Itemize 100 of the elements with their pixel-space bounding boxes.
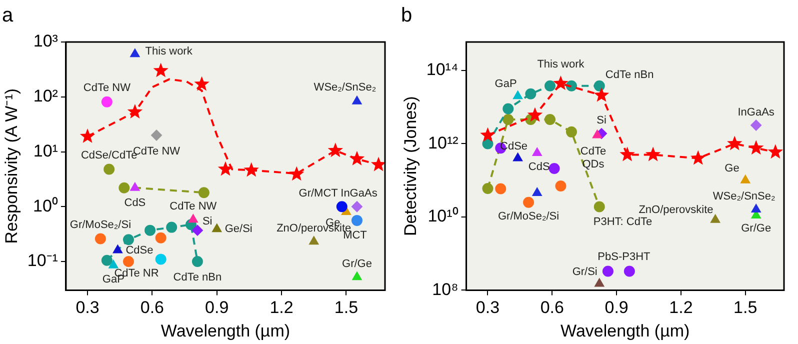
point bbox=[94, 233, 106, 244]
series-label: PbS-P3HT bbox=[598, 251, 651, 264]
series-label: Gr/Ge bbox=[741, 222, 772, 234]
point bbox=[523, 196, 534, 208]
series-label: GaP bbox=[494, 78, 517, 90]
x-axis-title: Wavelength (µm) bbox=[560, 321, 690, 340]
point bbox=[645, 146, 661, 162]
x-tick-label: 1.2 bbox=[669, 298, 693, 318]
point bbox=[336, 201, 348, 212]
point bbox=[155, 232, 166, 244]
point bbox=[309, 236, 319, 245]
point bbox=[544, 114, 556, 125]
point bbox=[151, 130, 162, 141]
point bbox=[122, 234, 134, 246]
point bbox=[555, 180, 566, 192]
point bbox=[104, 164, 115, 175]
point bbox=[122, 256, 134, 268]
point bbox=[101, 254, 112, 266]
point bbox=[328, 142, 344, 158]
point bbox=[244, 162, 259, 177]
series-label: WSe₂/SnSe₂ bbox=[314, 81, 376, 94]
point bbox=[188, 214, 198, 223]
point bbox=[594, 278, 604, 287]
point bbox=[602, 266, 614, 277]
y-tick-label: 10¹² bbox=[428, 133, 459, 152]
point bbox=[502, 103, 514, 114]
series-label: InGaAs bbox=[340, 188, 378, 200]
point bbox=[289, 166, 304, 181]
point bbox=[768, 144, 784, 159]
point bbox=[112, 244, 123, 254]
x-tick-label: 0.9 bbox=[604, 298, 628, 318]
point bbox=[351, 214, 362, 226]
point bbox=[624, 266, 635, 277]
point bbox=[512, 90, 523, 100]
point bbox=[594, 87, 610, 102]
point bbox=[352, 272, 362, 280]
chart-title: b bbox=[401, 4, 412, 27]
series-label: This work bbox=[537, 58, 585, 71]
point bbox=[727, 136, 742, 150]
point bbox=[553, 76, 568, 90]
point bbox=[212, 224, 222, 232]
series-label: Gr/Si bbox=[572, 266, 598, 278]
point bbox=[351, 201, 362, 212]
y-tick-label: 10¹⁴ bbox=[426, 60, 458, 80]
point bbox=[527, 107, 543, 122]
x-tick-label: 0.6 bbox=[540, 298, 564, 318]
point bbox=[495, 183, 506, 194]
y-axis-title: Detectivity (Jones) bbox=[400, 96, 420, 236]
point bbox=[544, 80, 556, 92]
series-label: CdTe NW bbox=[83, 82, 132, 94]
series-label: CdS bbox=[528, 160, 550, 173]
point bbox=[566, 126, 577, 138]
point bbox=[532, 188, 542, 196]
series-label: ZnO/perovskite bbox=[638, 204, 714, 216]
point bbox=[130, 48, 140, 58]
x-tick-label: 0.3 bbox=[76, 298, 100, 318]
series-label: Si bbox=[202, 215, 212, 228]
point bbox=[352, 96, 362, 104]
point bbox=[690, 150, 706, 165]
series-label: CdS bbox=[124, 196, 146, 209]
point bbox=[155, 254, 166, 265]
point bbox=[748, 140, 764, 155]
point bbox=[144, 224, 156, 236]
point bbox=[194, 76, 210, 91]
y-tick-label: 10¹⁰ bbox=[428, 206, 458, 226]
series-label: Gr/MoSe₂/Si bbox=[498, 210, 560, 222]
x-axis-title: Wavelength (µm) bbox=[160, 321, 290, 340]
point bbox=[153, 62, 168, 78]
point bbox=[710, 214, 720, 223]
x-tick-label: 1.2 bbox=[270, 298, 294, 318]
point bbox=[620, 146, 635, 162]
y-tick-label: 10¹ bbox=[33, 141, 58, 160]
point bbox=[80, 128, 96, 143]
point bbox=[166, 222, 178, 233]
x-tick-label: 1.5 bbox=[734, 298, 758, 318]
point bbox=[127, 104, 143, 118]
point bbox=[108, 260, 118, 268]
point bbox=[101, 96, 112, 108]
series-label: Gr/Ge bbox=[342, 258, 372, 270]
series-label: InGaAs bbox=[738, 106, 775, 118]
point bbox=[512, 152, 523, 162]
point bbox=[594, 80, 605, 92]
series-label: This work bbox=[145, 46, 193, 58]
series-label: P3HT: CdTe bbox=[593, 216, 652, 228]
x-tick-label: 0.3 bbox=[476, 298, 500, 318]
series-label: WSe₂/SnSe₂ bbox=[712, 190, 776, 203]
series-label: Ge bbox=[724, 162, 740, 174]
point bbox=[740, 174, 750, 184]
y-tick-label: 10⁰ bbox=[33, 196, 58, 216]
x-tick-label: 0.9 bbox=[205, 298, 229, 318]
y-axis-title: Responsivity (A W⁻¹) bbox=[2, 88, 21, 244]
y-tick-label: 10⁸ bbox=[432, 280, 458, 299]
x-tick-label: 1.5 bbox=[334, 298, 358, 318]
point bbox=[482, 182, 494, 194]
point bbox=[502, 114, 514, 125]
point bbox=[130, 182, 140, 191]
point bbox=[751, 204, 761, 212]
series-label: CdSe bbox=[126, 244, 154, 256]
series-label: CdTe QDs bbox=[580, 145, 606, 170]
point bbox=[370, 156, 386, 172]
